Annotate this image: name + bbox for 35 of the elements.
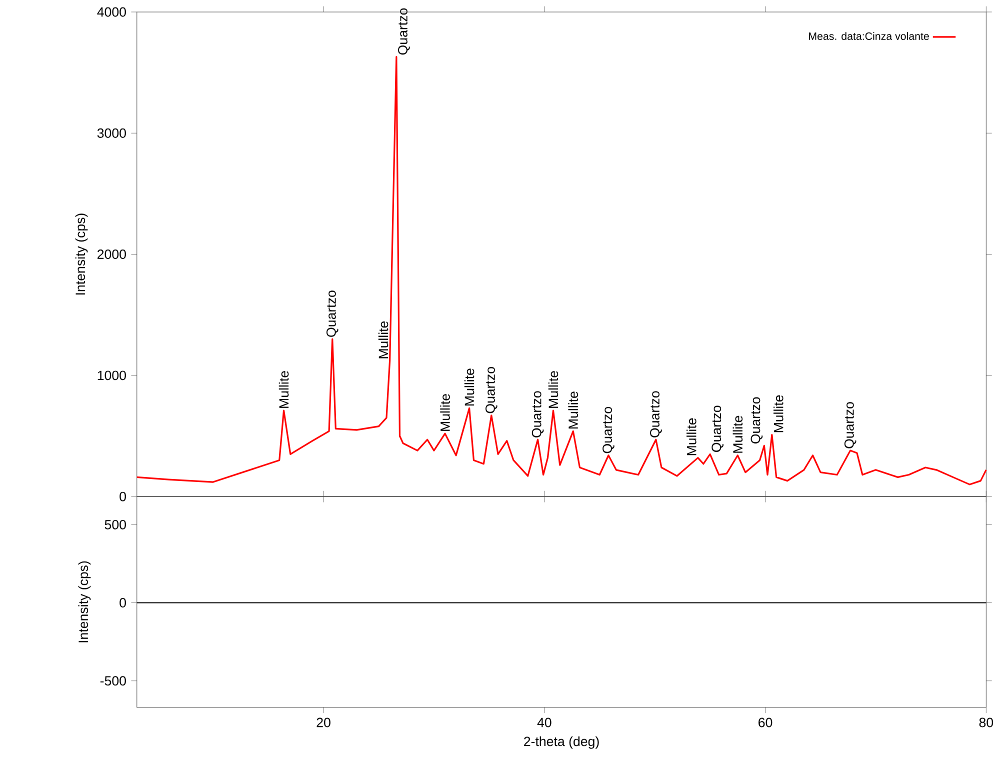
annotation: Mullite bbox=[686, 418, 696, 455]
annotation: Mullite bbox=[378, 321, 388, 358]
annotation: Mullite bbox=[568, 392, 578, 428]
annotation: Mullite bbox=[548, 370, 558, 408]
x-tick-label: 80 bbox=[979, 718, 994, 728]
annotation: Mullite bbox=[278, 370, 289, 408]
x-tick-label: 40 bbox=[537, 718, 552, 728]
annotation: Quartzo bbox=[485, 366, 498, 414]
y-axis-title: Intensity (cps) bbox=[75, 213, 88, 294]
y-tick-label: 2000 bbox=[98, 249, 126, 259]
y-tick-label: -500 bbox=[100, 676, 126, 686]
annotation: Mullite bbox=[732, 416, 743, 453]
annotation: Quartzo bbox=[750, 397, 763, 444]
y-tick-label: 0 bbox=[120, 598, 126, 608]
x-tick-label: 20 bbox=[316, 718, 330, 728]
y-tick-label: 0 bbox=[120, 492, 126, 502]
annotation: Mullite bbox=[774, 395, 784, 432]
annotation: Quartzo bbox=[398, 8, 410, 54]
x-tick-label: 60 bbox=[758, 718, 772, 728]
y-tick-label: 500 bbox=[104, 520, 126, 530]
annotation: Quartzo bbox=[844, 402, 856, 448]
y-tick-label: 1000 bbox=[98, 370, 126, 380]
legend-label: Meas. data:Cinza volante bbox=[809, 32, 929, 40]
annotation: Quartzo bbox=[602, 406, 614, 453]
annotation: Quartzo bbox=[712, 406, 724, 452]
line-series bbox=[136, 56, 987, 486]
y-tick-label: 3000 bbox=[97, 128, 126, 138]
annotation: Mullite bbox=[464, 368, 474, 406]
annotation: Quartzo bbox=[650, 391, 662, 438]
x-axis-title: 2-theta (deg) bbox=[524, 736, 599, 749]
annotation: Quartzo bbox=[326, 290, 338, 337]
y-axis-title: Intensity (cps) bbox=[78, 561, 91, 642]
annotation: Quartzo bbox=[532, 391, 544, 438]
y-tick-label: 4000 bbox=[97, 7, 126, 17]
annotation: Mullite bbox=[440, 394, 450, 431]
